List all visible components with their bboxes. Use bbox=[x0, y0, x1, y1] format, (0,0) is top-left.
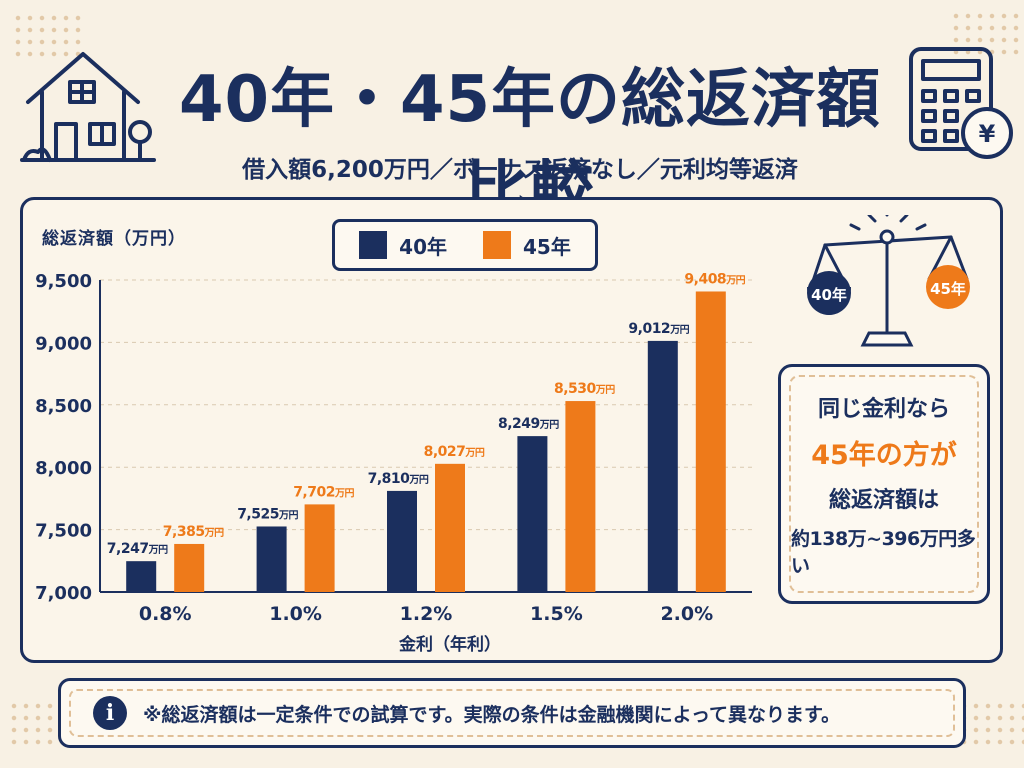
yen-icon: ¥ bbox=[961, 107, 1013, 159]
bar-45年-1.0% bbox=[304, 504, 335, 592]
chart-legend: 40年 45年 bbox=[332, 219, 598, 271]
y-tick-label: 8,500 bbox=[35, 396, 92, 417]
legend-item-45: 45年 bbox=[483, 231, 571, 260]
bar-45年-0.8% bbox=[174, 543, 205, 592]
legend-label-40: 40年 bbox=[399, 234, 447, 259]
summary-line-1: 同じ金利なら bbox=[817, 396, 950, 422]
x-tick-label: 2.0% bbox=[660, 603, 713, 625]
legend-swatch-40 bbox=[359, 231, 388, 259]
decorative-dots bbox=[958, 700, 1024, 750]
bar-45年-2.0% bbox=[695, 291, 726, 592]
y-tick-label: 9,500 bbox=[35, 271, 92, 292]
x-tick-label: 1.2% bbox=[400, 603, 453, 625]
summary-line-3: 総返済額は bbox=[828, 487, 939, 513]
x-axis-label: 金利（年利） bbox=[399, 635, 501, 655]
bar-40年-1.5% bbox=[517, 436, 548, 592]
svg-text:¥: ¥ bbox=[979, 120, 996, 148]
summary-note-inner: 同じ金利なら 45年の方が 総返済額は 約138万~396万円多い bbox=[789, 375, 979, 593]
data-label: 7,702万円 bbox=[293, 484, 354, 500]
summary-note: 同じ金利なら 45年の方が 総返済額は 約138万~396万円多い bbox=[778, 364, 990, 604]
calculator-icon: ¥ bbox=[905, 45, 1017, 169]
y-tick-label: 8,000 bbox=[35, 458, 92, 479]
footer-note: i ※総返済額は一定条件での試算です。実際の条件は金融機関によって異なります。 bbox=[58, 678, 966, 748]
data-label: 7,810万円 bbox=[368, 471, 429, 487]
data-label: 8,530万円 bbox=[554, 381, 615, 397]
bar-45年-1.5% bbox=[565, 401, 596, 592]
decorative-dots bbox=[12, 12, 82, 62]
bar-45年-1.2% bbox=[435, 463, 465, 592]
legend-label-45: 45年 bbox=[523, 234, 571, 259]
legend-swatch-45 bbox=[483, 231, 511, 259]
footer-text: ※総返済額は一定条件での試算です。実際の条件は金融機関によって異なります。 bbox=[143, 703, 841, 726]
bar-40年-2.0% bbox=[647, 340, 678, 592]
data-label: 7,385万円 bbox=[163, 524, 224, 540]
house-icon bbox=[18, 40, 158, 174]
legend-item-40: 40年 bbox=[359, 231, 447, 260]
y-axis-label: 総返済額（万円） bbox=[42, 229, 186, 249]
balance-scale-icon: 40年 45年 bbox=[805, 209, 975, 359]
data-label: 9,408万円 bbox=[684, 271, 745, 287]
summary-line-4: 約138万~396万円多い bbox=[791, 527, 976, 577]
scale-label-40: 40年 bbox=[811, 286, 847, 304]
y-tick-label: 7,500 bbox=[35, 521, 92, 542]
data-label: 8,027万円 bbox=[424, 444, 485, 460]
scale-label-45: 45年 bbox=[930, 280, 966, 298]
footer-note-inner: i ※総返済額は一定条件での試算です。実際の条件は金融機関によって異なります。 bbox=[69, 689, 955, 737]
x-tick-label: 1.5% bbox=[530, 603, 583, 625]
y-tick-label: 9,000 bbox=[35, 333, 92, 354]
page-subtitle: 借入額6,200万円／ボーナス返済なし／元利均等返済 bbox=[242, 157, 798, 183]
y-tick-label: 7,000 bbox=[35, 583, 92, 604]
data-label: 8,249万円 bbox=[498, 416, 559, 432]
x-tick-label: 1.0% bbox=[269, 603, 322, 625]
bar-40年-1.2% bbox=[387, 490, 417, 592]
data-label: 7,525万円 bbox=[237, 506, 298, 522]
data-label: 9,012万円 bbox=[628, 321, 689, 337]
data-label: 7,247万円 bbox=[107, 541, 168, 557]
bar-40年-1.0% bbox=[256, 526, 287, 592]
x-tick-label: 0.8% bbox=[139, 603, 192, 625]
info-icon: i bbox=[93, 696, 127, 730]
summary-line-2: 45年の方が bbox=[811, 439, 957, 471]
bar-40年-0.8% bbox=[126, 561, 157, 592]
